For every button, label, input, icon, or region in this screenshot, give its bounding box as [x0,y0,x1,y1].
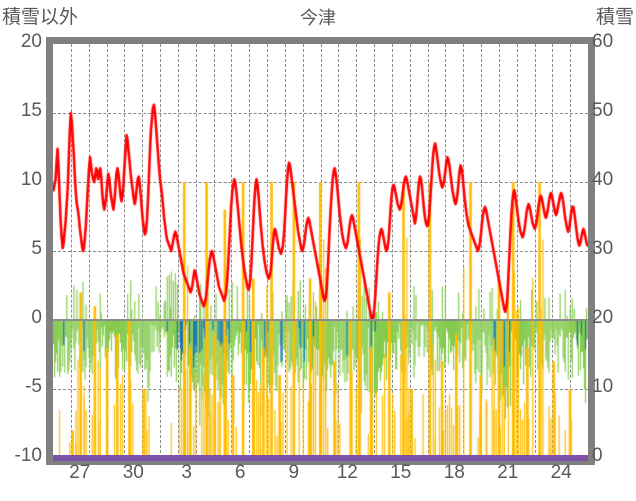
x-tick-label: 27 [69,462,91,483]
y-tick-label: 0 [31,307,42,328]
zero-axis-line [53,319,588,321]
y-tick-label-right: 40 [592,169,614,190]
y-tick-label: -5 [25,376,42,397]
y-tick-label-right: 60 [592,31,614,52]
chart-canvas [53,44,588,458]
y-tick-label: 5 [31,238,42,259]
y-tick-label-right: 30 [592,238,614,259]
y-tick-label: 10 [20,169,42,190]
left-axis-title: 積雪以外 [2,7,79,28]
y-tick-label-right: 0 [592,445,603,466]
bottom-purple-bar [53,455,588,461]
y-tick-label-right: 10 [592,376,614,397]
plot-area [53,44,588,458]
y-tick-label: -10 [14,445,42,466]
chart-title: 今津 [300,8,336,28]
x-tick-label: 9 [288,462,300,483]
y-tick-label-right: 20 [592,307,614,328]
x-tick-label: 24 [550,462,572,483]
x-tick-label: 18 [443,462,465,483]
y-tick-label: 15 [20,100,42,121]
x-tick-label: 12 [336,462,358,483]
x-tick-label: 21 [497,462,519,483]
y-tick-label-right: 50 [592,100,614,121]
x-tick-label: 30 [122,462,144,483]
x-tick-label: 15 [390,462,412,483]
y-tick-label: 20 [20,31,42,52]
x-tick-label: 3 [181,462,192,483]
x-tick-label: 6 [234,462,246,483]
plot-frame [46,37,595,465]
right-axis-title: 積雪 [595,7,634,28]
